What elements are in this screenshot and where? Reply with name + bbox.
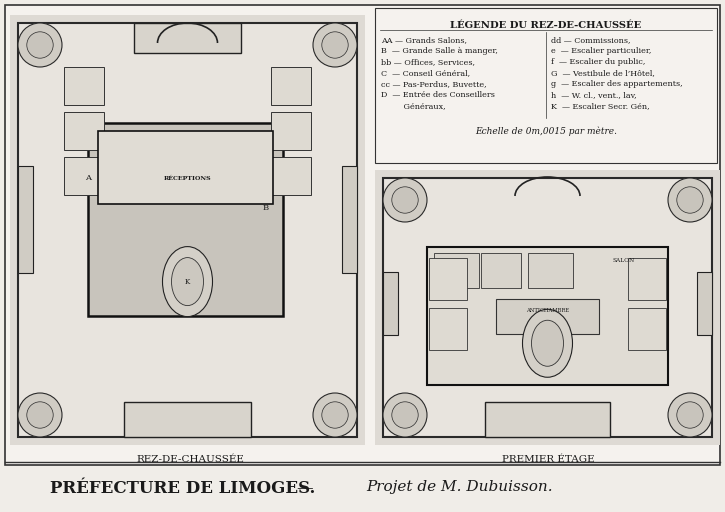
Text: G  — Vestibule de l’Hôtel,: G — Vestibule de l’Hôtel, [551, 69, 655, 77]
Bar [429, 308, 467, 350]
Circle shape [668, 393, 712, 437]
Ellipse shape [523, 309, 573, 377]
Bar [5, 478, 720, 512]
Text: PREMIER ÉTAGE: PREMIER ÉTAGE [502, 455, 594, 464]
Circle shape [392, 402, 418, 428]
Circle shape [322, 402, 348, 428]
Text: D  — Entrée des Conseillers: D — Entrée des Conseillers [381, 91, 495, 99]
Text: cc — Pas-Perdus, Buvette,: cc — Pas-Perdus, Buvette, [381, 80, 486, 88]
Bar [481, 252, 521, 288]
Circle shape [18, 23, 62, 67]
Text: B: B [262, 204, 269, 212]
Circle shape [677, 187, 703, 213]
Text: ANTICHAMBRE: ANTICHAMBRE [526, 308, 569, 313]
Bar [88, 122, 283, 316]
Circle shape [668, 178, 712, 222]
Text: f  — Escalier du public,: f — Escalier du public, [551, 58, 645, 66]
Circle shape [313, 23, 357, 67]
Bar [64, 112, 104, 150]
Ellipse shape [531, 320, 563, 366]
Text: K: K [185, 278, 190, 286]
Bar [18, 23, 357, 437]
Text: A: A [85, 175, 91, 182]
Text: bb — Offices, Services,: bb — Offices, Services, [381, 58, 475, 66]
Bar [64, 157, 104, 195]
Bar [271, 112, 311, 150]
Bar [528, 252, 573, 288]
Circle shape [677, 402, 703, 428]
Bar [18, 165, 33, 273]
Text: REZ-DE-CHAUSSÉE: REZ-DE-CHAUSSÉE [136, 455, 244, 464]
Bar [64, 67, 104, 105]
Circle shape [322, 32, 348, 58]
Text: K  — Escalier Secr. Gén,: K — Escalier Secr. Gén, [551, 102, 650, 110]
Text: LÉGENDE DU REZ-DE-CHAUSSÉE: LÉGENDE DU REZ-DE-CHAUSSÉE [450, 21, 642, 30]
Text: g  — Escalier des appartements,: g — Escalier des appartements, [551, 80, 683, 88]
Text: h  — W. cl., vent., lav,: h — W. cl., vent., lav, [551, 91, 637, 99]
Bar [342, 165, 357, 273]
Ellipse shape [172, 258, 204, 306]
Bar [383, 178, 712, 437]
Text: SALON: SALON [613, 258, 634, 263]
Text: Généraux,: Généraux, [381, 102, 446, 110]
Bar [375, 170, 720, 445]
Bar [628, 258, 666, 300]
Text: Projet de M. Dubuisson.: Projet de M. Dubuisson. [367, 480, 553, 494]
Circle shape [313, 393, 357, 437]
Circle shape [18, 393, 62, 437]
Text: AA — Grands Salons,: AA — Grands Salons, [381, 36, 467, 44]
Bar [5, 5, 720, 465]
Circle shape [27, 402, 53, 428]
Text: Echelle de 0m,0015 par mètre.: Echelle de 0m,0015 par mètre. [475, 126, 617, 136]
Bar [271, 157, 311, 195]
Text: C  — Conseil Général,: C — Conseil Général, [381, 69, 470, 77]
Bar [134, 23, 241, 53]
Ellipse shape [162, 247, 212, 316]
Bar [98, 131, 273, 204]
Circle shape [383, 393, 427, 437]
Circle shape [27, 32, 53, 58]
Bar [375, 8, 717, 163]
Text: B  — Grande Salle à manger,: B — Grande Salle à manger, [381, 47, 498, 55]
Bar [10, 15, 365, 445]
Bar [496, 299, 600, 334]
Bar [123, 402, 252, 437]
Bar [628, 308, 666, 350]
Bar [434, 252, 478, 288]
Text: PRÉFECTURE DE LIMOGES.: PRÉFECTURE DE LIMOGES. [50, 480, 315, 497]
Bar [697, 272, 712, 335]
Bar [486, 402, 610, 437]
Bar [383, 272, 398, 335]
Bar [429, 258, 467, 300]
Text: e  — Escalier particulier,: e — Escalier particulier, [551, 47, 651, 55]
Bar [427, 247, 668, 385]
Circle shape [392, 187, 418, 213]
Text: RÉCEPTIONS: RÉCEPTIONS [164, 176, 211, 181]
Text: dd — Commissions,: dd — Commissions, [551, 36, 631, 44]
Bar [271, 67, 311, 105]
Circle shape [383, 178, 427, 222]
Text: —: — [297, 480, 313, 497]
